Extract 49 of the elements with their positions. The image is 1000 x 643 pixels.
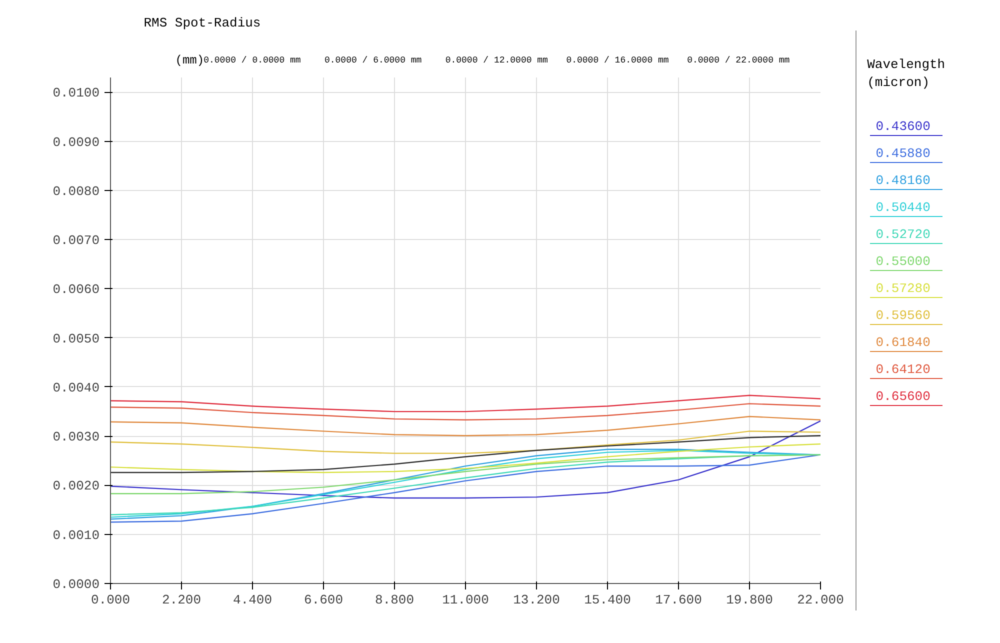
y-axis-title: (mm) (175, 54, 204, 68)
line-series (110, 454, 820, 494)
text: 0.64120 (876, 362, 930, 377)
line-series (110, 420, 820, 499)
text: 0.0000 / 6.0000 mm (324, 56, 422, 66)
y-tick-label: 0.0100 (52, 86, 100, 101)
y-tick-label: 0.0020 (52, 478, 100, 494)
x-tick-label: 19.800 (726, 592, 773, 608)
x-tick-label: 2.200 (162, 592, 202, 608)
text: 0.57280 (876, 281, 930, 296)
y-tick-label: 0.0050 (52, 331, 100, 346)
x-tick-label: 15.400 (584, 592, 631, 608)
text: 0.48160 (876, 173, 930, 188)
chart-title: RMS Spot-Radius (144, 16, 261, 30)
line-series (110, 416, 820, 436)
y-tick-label: 0.0040 (52, 380, 100, 396)
y-tick-label: 0.0010 (52, 528, 100, 543)
x-tick-label: 6.600 (304, 592, 344, 608)
x-tick-label: 8.800 (374, 592, 414, 608)
y-tick-label: 0.0070 (52, 233, 100, 248)
line-series (110, 435, 820, 474)
y-tick-label: 0.0080 (52, 184, 100, 199)
text: 0.0000 / 12.0000 mm (445, 56, 548, 66)
text: 0.61840 (876, 335, 930, 350)
line-series (110, 394, 820, 412)
y-tick-label: 0.0060 (52, 282, 100, 298)
y-tick-label: 0.0090 (52, 134, 100, 150)
text: 0.59560 (876, 308, 930, 323)
text: 0.0000 / 16.0000 mm (566, 56, 669, 66)
text: 0.0000 / 0.0000 mm (204, 56, 301, 66)
text: 0.65600 (876, 389, 930, 404)
x-tick-label: 4.400 (232, 592, 272, 608)
y-tick-label: 0.0000 (52, 577, 100, 592)
text: 0.0000 / 22.0000 mm (687, 56, 790, 66)
x-tick-label: 13.200 (513, 592, 560, 608)
x-tick-label: 22.000 (797, 592, 844, 608)
line-series (110, 443, 820, 474)
text: 0.55000 (876, 254, 930, 269)
legend-title: Wavelength (micron) (867, 57, 946, 90)
x-tick-label: 0.000 (90, 592, 130, 608)
y-tick-label: 0.0030 (52, 430, 100, 445)
text: 0.45880 (876, 146, 930, 161)
text: 0.43600 (876, 119, 930, 134)
line-series (110, 430, 820, 454)
line-series (110, 403, 820, 421)
text: 0.52720 (876, 227, 930, 242)
x-tick-label: 11.000 (442, 592, 489, 608)
text: 0.50440 (876, 200, 930, 215)
x-tick-label: 17.600 (655, 592, 702, 608)
